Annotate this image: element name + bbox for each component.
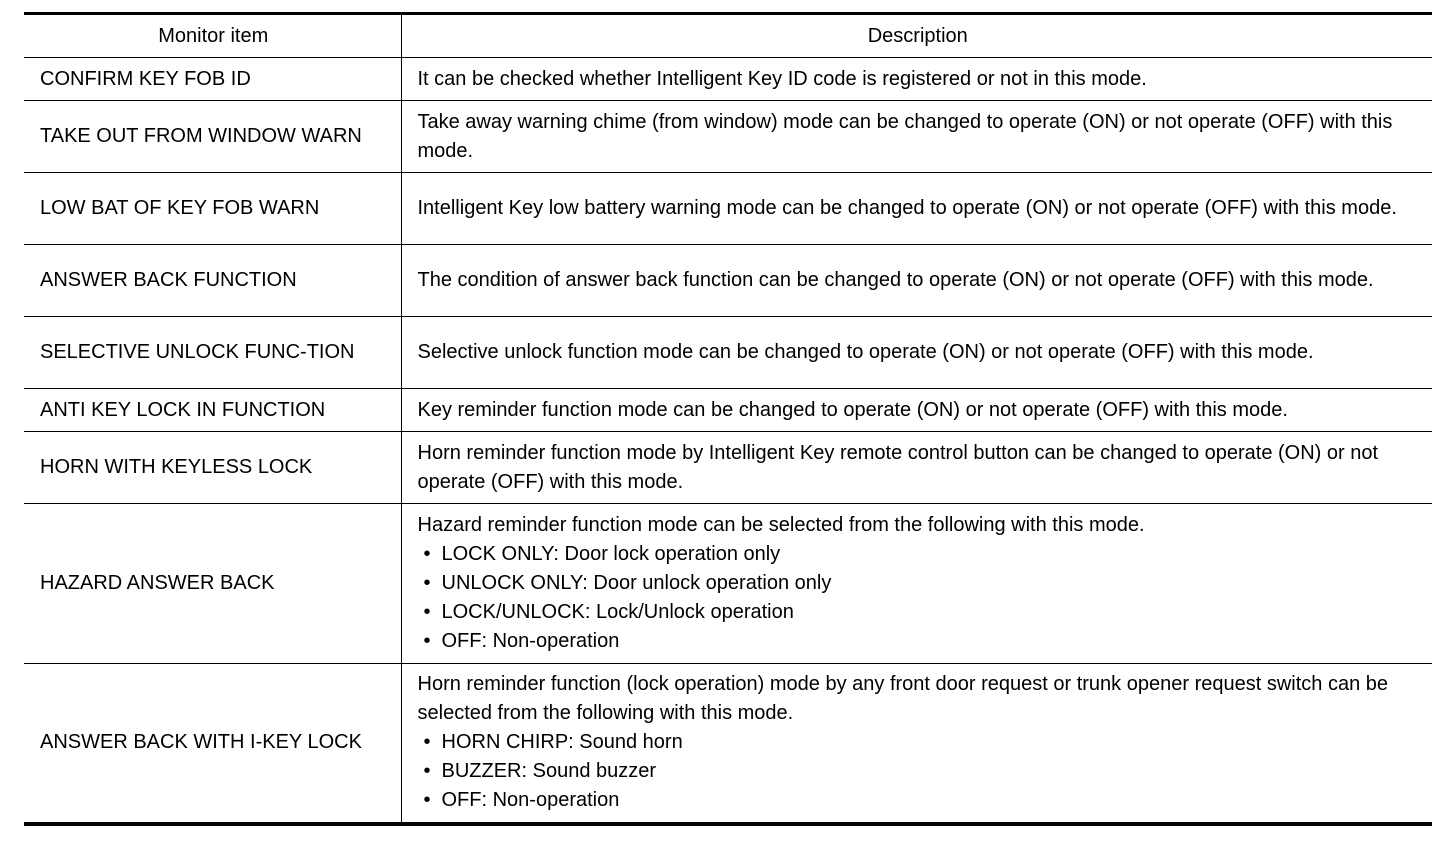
option-list-item: LOCK/UNLOCK: Lock/Unlock operation xyxy=(418,598,1419,627)
description-text: Horn reminder function (lock operation) … xyxy=(417,673,1389,725)
monitor-item-cell: HAZARD ANSWER BACK xyxy=(24,503,402,664)
monitor-item-cell: ANTI KEY LOCK IN FUNCTION xyxy=(24,388,402,432)
table-row: LOW BAT OF KEY FOB WARN Intelligent Key l… xyxy=(24,172,1432,245)
description-text: Key reminder function mode can be change… xyxy=(417,398,1288,421)
option-list-item: OFF: Non-operation xyxy=(418,786,1419,815)
description-text: Take away warning chime (from window) mo… xyxy=(417,110,1393,162)
table-row: CONFIRM KEY FOB ID It can be checked whet… xyxy=(24,57,1432,101)
header-monitor-item: Monitor item xyxy=(24,13,402,58)
description-cell: Horn reminder function mode by Intellige… xyxy=(401,431,1432,504)
monitor-item-cell: TAKE OUT FROM WINDOW WARN xyxy=(24,100,402,173)
option-list-item: LOCK ONLY: Door lock operation only xyxy=(418,540,1419,569)
description-cell: It can be checked whether Intelligent Ke… xyxy=(401,57,1432,101)
table-row: HORN WITH KEYLESS LOCK Horn reminder func… xyxy=(24,431,1432,504)
description-text: Selective unlock function mode can be ch… xyxy=(417,341,1314,363)
option-list: LOCK ONLY: Door lock operation onlyUNLOC… xyxy=(418,540,1419,656)
description-text: The condition of answer back function ca… xyxy=(417,269,1374,291)
description-text: Hazard reminder function mode can be sel… xyxy=(417,514,1145,536)
description-text: It can be checked whether Intelligent Ke… xyxy=(417,67,1147,90)
description-cell: Horn reminder function (lock operation) … xyxy=(401,663,1432,824)
header-description: Description xyxy=(401,13,1432,58)
table-row: TAKE OUT FROM WINDOW WARN Take away warni… xyxy=(24,100,1432,173)
table-header-row: Monitor item Description xyxy=(24,13,1432,58)
option-list-item: BUZZER: Sound buzzer xyxy=(418,757,1419,786)
description-cell: Take away warning chime (from window) mo… xyxy=(401,100,1432,173)
description-cell: Key reminder function mode can be change… xyxy=(401,388,1432,432)
option-list-item: OFF: Non-operation xyxy=(418,627,1419,656)
description-cell: The condition of answer back function ca… xyxy=(401,244,1432,317)
table-row: ANTI KEY LOCK IN FUNCTION Key reminder fu… xyxy=(24,388,1432,432)
option-list-item: UNLOCK ONLY: Door unlock operation only xyxy=(418,569,1419,598)
table-row: HAZARD ANSWER BACK Hazard reminder functi… xyxy=(24,503,1432,664)
monitor-item-cell: HORN WITH KEYLESS LOCK xyxy=(24,431,402,504)
description-text: Horn reminder function mode by Intellige… xyxy=(417,441,1379,493)
description-cell: Intelligent Key low battery warning mode… xyxy=(401,172,1432,245)
description-cell: Hazard reminder function mode can be sel… xyxy=(401,503,1432,664)
option-list: HORN CHIRP: Sound hornBUZZER: Sound buzz… xyxy=(418,728,1419,815)
description-cell: Selective unlock function mode can be ch… xyxy=(401,316,1432,389)
monitor-item-cell: CONFIRM KEY FOB ID xyxy=(24,57,402,101)
option-list-item: HORN CHIRP: Sound horn xyxy=(418,728,1419,757)
table-row: ANSWER BACK WITH I-KEY LOCK Horn reminder… xyxy=(24,663,1432,824)
monitor-item-table: Monitor item Description CONFIRM KEY FOB… xyxy=(24,12,1432,826)
monitor-item-cell: ANSWER BACK WITH I-KEY LOCK xyxy=(24,663,402,824)
table-row: SELECTIVE UNLOCK FUNC-TION Selective unlo… xyxy=(24,316,1432,389)
description-text: Intelligent Key low battery warning mode… xyxy=(417,197,1397,219)
table-row: ANSWER BACK FUNCTION The condition of ans… xyxy=(24,244,1432,317)
monitor-item-cell: ANSWER BACK FUNCTION xyxy=(24,244,402,317)
monitor-item-cell: LOW BAT OF KEY FOB WARN xyxy=(24,172,402,245)
monitor-item-cell: SELECTIVE UNLOCK FUNC-TION xyxy=(24,316,402,389)
